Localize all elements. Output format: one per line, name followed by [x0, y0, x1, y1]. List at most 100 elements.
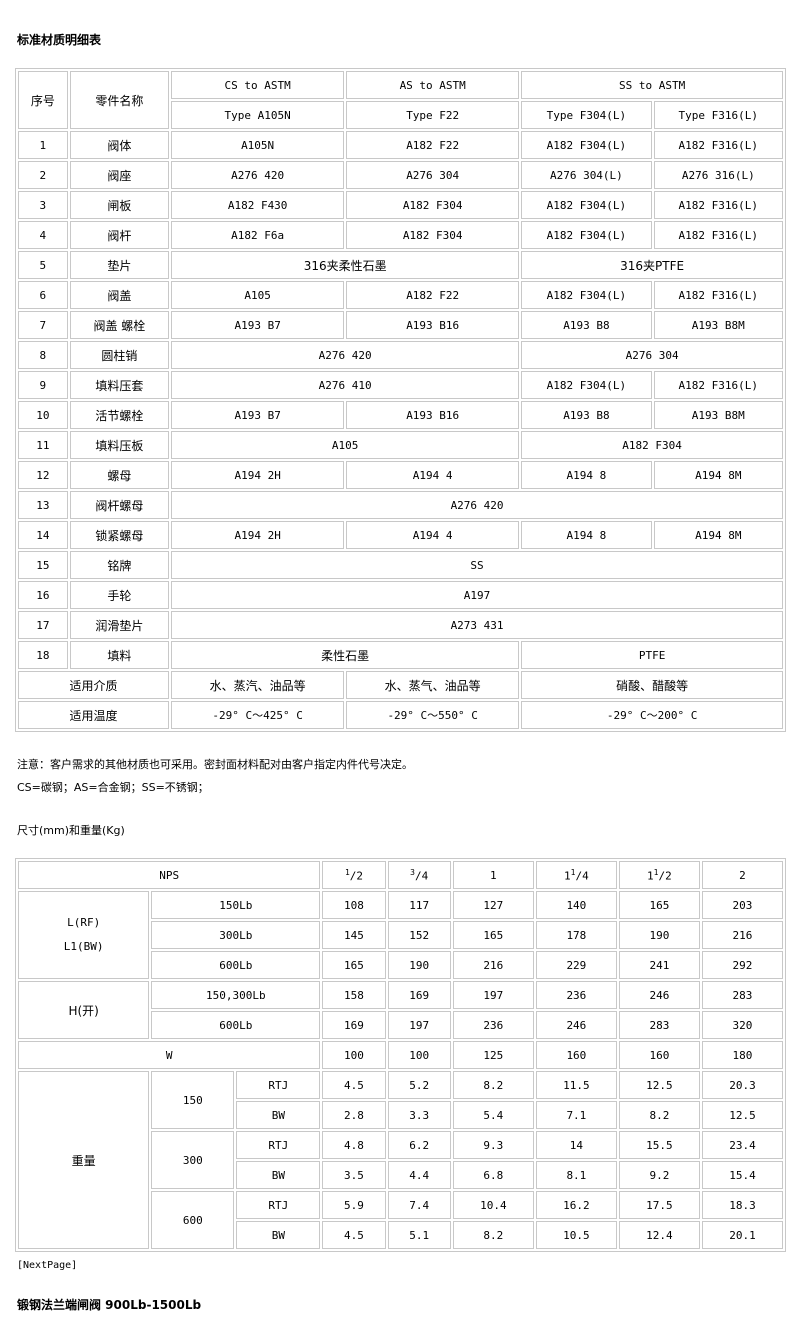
material-cell: PTFE: [521, 641, 783, 669]
row-number: 6: [18, 281, 68, 309]
material-cell: A182 F304(L): [521, 221, 652, 249]
material-cell: 316夹柔性石墨: [171, 251, 520, 279]
table-row: 适用介质 水、蒸汽、油品等 水、蒸气、油品等 硝酸、醋酸等: [18, 671, 783, 699]
value-cell: 2.8: [322, 1101, 386, 1129]
table-row: 18 填料 柔性石墨 PTFE: [18, 641, 783, 669]
value-cell: 100: [322, 1041, 386, 1069]
value-cell: 197: [452, 981, 534, 1009]
value-cell: 8.2: [452, 1221, 534, 1249]
nps-label: NPS: [18, 861, 321, 889]
table-row: 600Lb 169 197 236 246 283 320: [18, 1011, 783, 1039]
header-part: 零件名称: [69, 71, 170, 129]
value-cell: 283: [618, 1011, 700, 1039]
pressure-class: 150Lb: [151, 891, 321, 919]
length-label-line: L1(BW): [63, 940, 104, 953]
table-row: 300Lb 145 152 165 178 190 216: [18, 921, 783, 949]
end-type: RTJ: [236, 1071, 321, 1099]
part-name: 润滑垫片: [69, 611, 170, 639]
row-label: 适用温度: [18, 701, 170, 729]
value-cell: 169: [387, 981, 451, 1009]
value-cell: 6.2: [387, 1131, 451, 1159]
header-type: Type A105N: [171, 101, 345, 129]
value-cell: 18.3: [701, 1191, 783, 1219]
part-name: 填料压板: [69, 431, 170, 459]
note-line: 注意：客户需求的其他材质也可采用。密封面材料配对由客户指定内件代号决定。: [17, 758, 413, 771]
section-title: 锻钢法兰端闸阀 900Lb-1500Lb: [17, 1298, 202, 1312]
value-cell: 160: [535, 1041, 617, 1069]
table-row: 2 阀座 A276 420 A276 304 A276 304(L) A276 316(L…: [18, 161, 783, 189]
material-cell: A105N: [171, 131, 345, 159]
value-cell: 10.4: [452, 1191, 534, 1219]
material-cell: A182 F304: [521, 431, 783, 459]
material-cell: A276 420: [171, 161, 345, 189]
value-cell: 190: [618, 921, 700, 949]
value-cell: 283: [701, 981, 783, 1009]
pressure-class: 600Lb: [151, 951, 321, 979]
materials-table: 序号 零件名称 CS to ASTM AS to ASTM SS to ASTM Type…: [15, 68, 786, 732]
row-number: 13: [18, 491, 68, 519]
material-cell: A194 8: [521, 461, 652, 489]
table-row: 9 填料压套 A276 410 A182 F304(L) A182 F316(L): [18, 371, 783, 399]
nps-size: 1: [452, 861, 534, 889]
pressure-class: 300Lb: [151, 921, 321, 949]
row-number: 9: [18, 371, 68, 399]
value-cell: 108: [322, 891, 386, 919]
value-cell: 12.5: [618, 1071, 700, 1099]
table-row: BW 3.5 4.4 6.8 8.1 9.2 15.4: [18, 1161, 783, 1189]
value-cell: 145: [322, 921, 386, 949]
value-cell: 15.4: [701, 1161, 783, 1189]
next-page-link[interactable]: [NextPage]: [17, 1260, 78, 1271]
value-cell: 23.4: [701, 1131, 783, 1159]
part-name: 阀杆: [69, 221, 170, 249]
row-number: 2: [18, 161, 68, 189]
value-cell: 229: [535, 951, 617, 979]
value-cell: 5.2: [387, 1071, 451, 1099]
end-type: RTJ: [236, 1191, 321, 1219]
value-cell: 180: [701, 1041, 783, 1069]
end-type: BW: [236, 1161, 321, 1189]
end-type: BW: [236, 1221, 321, 1249]
part-name: 阀体: [69, 131, 170, 159]
table-row: 7 阀盖 螺栓 A193 B7 A193 B16 A193 B8 A193 B8M: [18, 311, 783, 339]
nps-size: 1/2: [322, 861, 386, 889]
material-cell: A194 2H: [171, 521, 345, 549]
nps-size: 11/4: [535, 861, 617, 889]
material-cell: A182 F316(L): [653, 221, 783, 249]
material-cell: A194 4: [346, 521, 520, 549]
material-cell: A276 410: [171, 371, 520, 399]
material-cell: A193 B7: [171, 401, 345, 429]
end-type: BW: [236, 1101, 321, 1129]
row-number: 3: [18, 191, 68, 219]
material-cell: A182 F316(L): [653, 281, 783, 309]
nps-size: 11/2: [618, 861, 700, 889]
table-row: 重量 150 RTJ 4.5 5.2 8.2 11.5 12.5 20.3: [18, 1071, 783, 1249]
row-label: 适用介质: [18, 671, 170, 699]
value-cell: 5.1: [387, 1221, 451, 1249]
value-cell: 203: [701, 891, 783, 919]
weight-label: 重量: [18, 1071, 150, 1249]
material-cell: 水、蒸汽、油品等: [171, 671, 345, 699]
value-cell: 4.5: [322, 1071, 386, 1099]
row-number: 7: [18, 311, 68, 339]
material-cell: A105: [171, 431, 520, 459]
material-cell: A194 4: [346, 461, 520, 489]
pressure-class: 150: [151, 1071, 235, 1129]
value-cell: 3.5: [322, 1161, 386, 1189]
material-cell: 柔性石墨: [171, 641, 520, 669]
value-cell: 241: [618, 951, 700, 979]
pressure-class: 300: [151, 1131, 235, 1189]
header-row: 序号 零件名称 CS to ASTM AS to ASTM SS to ASTM: [18, 71, 783, 129]
value-cell: 10.5: [535, 1221, 617, 1249]
value-cell: 17.5: [618, 1191, 700, 1219]
value-cell: 125: [452, 1041, 534, 1069]
table-row: 1 阀体 A105N A182 F22 A182 F304(L) A182 F316(L): [18, 131, 783, 159]
value-cell: 7.4: [387, 1191, 451, 1219]
material-cell: SS: [171, 551, 783, 579]
material-cell: A182 F304(L): [521, 131, 652, 159]
material-cell: A182 F316(L): [653, 191, 783, 219]
value-cell: 100: [387, 1041, 451, 1069]
header-no: 序号: [18, 71, 68, 129]
material-cell: A276 304(L): [521, 161, 652, 189]
value-cell: 14: [535, 1131, 617, 1159]
header-type: Type F316(L): [653, 101, 783, 129]
